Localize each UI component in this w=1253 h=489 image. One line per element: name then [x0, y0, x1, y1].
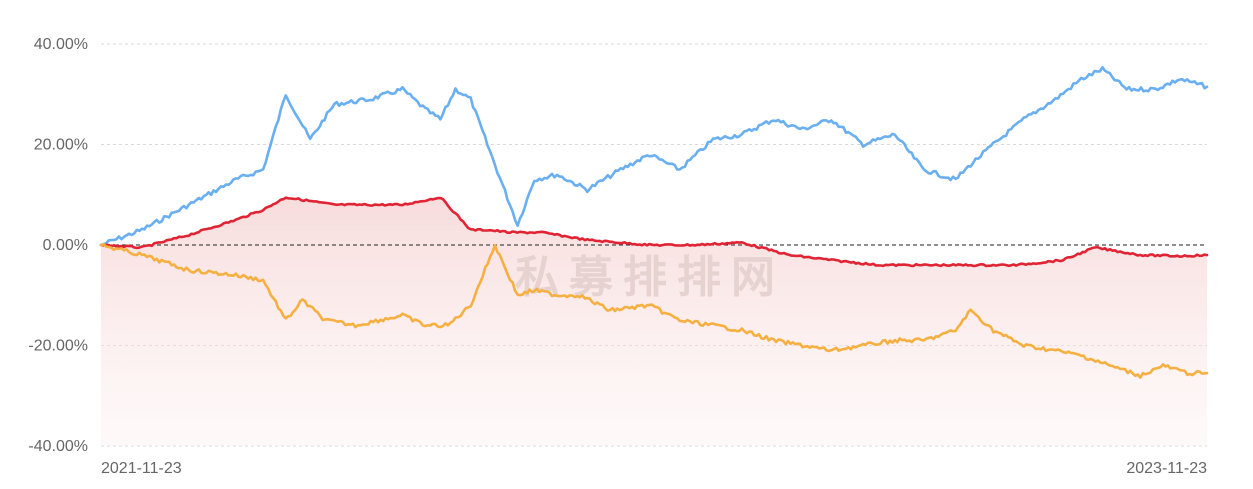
- y-tick-label: 40.00%: [34, 36, 88, 53]
- axis-layer: 40.00% 20.00% 0.00% -20.00% -40.00% 2021-11-2…: [28, 36, 1207, 477]
- series-layer: [99, 65, 1209, 379]
- series-area: [101, 197, 1207, 446]
- x-tick-label: 2021-11-23: [101, 460, 182, 477]
- y-tick-label: 20.00%: [34, 137, 88, 154]
- watermark: 私募排排网: [515, 252, 785, 303]
- y-tick-label: 0.00%: [43, 237, 88, 254]
- series-line: [99, 196, 1209, 268]
- y-tick-label: -20.00%: [28, 338, 88, 355]
- series-line: [99, 65, 1209, 247]
- area-layer: [101, 197, 1207, 446]
- x-tick-label: 2023-11-23: [1126, 460, 1207, 477]
- series-line: [99, 242, 1209, 379]
- y-tick-label: -40.00%: [28, 438, 88, 455]
